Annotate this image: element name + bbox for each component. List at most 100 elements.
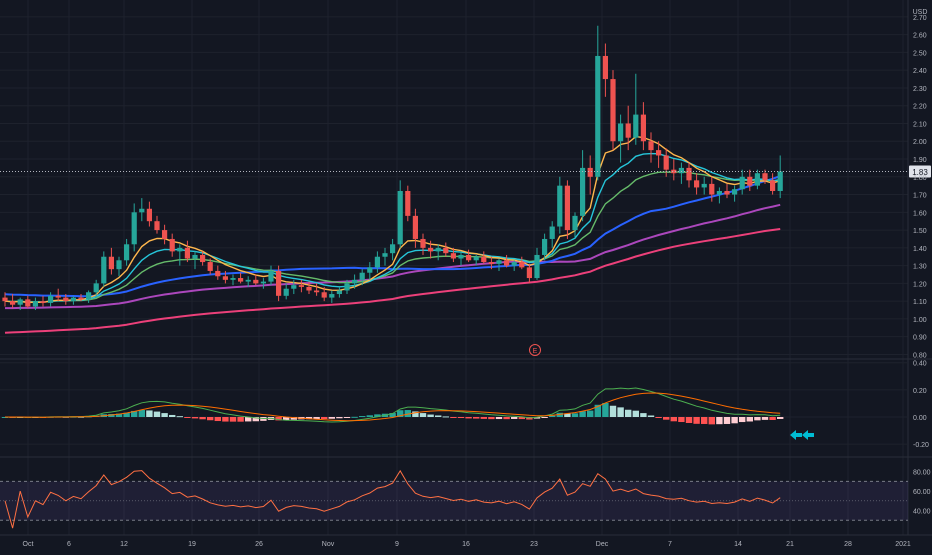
macd-histogram-bar [123, 412, 130, 417]
candle-body [306, 286, 312, 291]
earnings-marker-circle[interactable] [529, 344, 541, 356]
candle-body [321, 292, 327, 298]
macd-tick-label: -0.20 [913, 442, 929, 449]
candle-body [124, 244, 130, 261]
macd-histogram-bar [305, 417, 313, 420]
candle-body [40, 301, 46, 303]
candle-body [344, 283, 350, 291]
candle-body [625, 123, 631, 138]
price-tick-label: 0.90 [913, 335, 927, 342]
time-tick-label: 6 [67, 541, 71, 548]
candle-body [70, 297, 76, 302]
macd-histogram-bar [419, 413, 427, 417]
candle-body [428, 247, 434, 252]
macd-histogram-bar [115, 413, 123, 417]
candle-body [458, 254, 464, 259]
price-tick-label: 2.30 [913, 86, 927, 93]
candle-body [32, 301, 38, 307]
macd-tick-label: 0.20 [913, 388, 927, 395]
price-tick-label: 1.20 [913, 281, 927, 288]
macd-histogram-bar [465, 417, 472, 419]
macd-histogram-bar [731, 417, 738, 424]
candle-body [169, 238, 175, 252]
candle-body [420, 238, 426, 248]
time-tick-label: 9 [395, 541, 399, 548]
macd-histogram-bar [199, 417, 206, 420]
price-tick-label: 2.10 [913, 121, 927, 128]
macd-signal-line [5, 392, 781, 422]
macd-histogram-bar [473, 417, 480, 419]
candle-body [488, 262, 494, 264]
last-price-tag [909, 165, 931, 178]
macd-histogram-bar [359, 416, 366, 418]
time-tick-label: 12 [120, 541, 128, 548]
macd-histogram-bar [328, 417, 335, 419]
rsi-tick-label: 80.00 [913, 470, 931, 477]
candle-body [412, 215, 418, 239]
macd-histogram-bar [495, 417, 503, 420]
macd-histogram-bar [746, 417, 753, 422]
candle-body [2, 297, 8, 302]
macd-histogram-bar [442, 416, 449, 418]
candle-body [245, 279, 251, 282]
macd-histogram-bar [693, 417, 700, 424]
candle-body [139, 208, 145, 213]
price-tick-label: 1.10 [913, 299, 927, 306]
candle-body [55, 295, 61, 298]
rsi-tick-label: 60.00 [913, 489, 931, 496]
macd-histogram-bar [647, 415, 655, 417]
macd-histogram-bar [777, 417, 784, 419]
macd-histogram-bar [457, 417, 465, 418]
candle-body [443, 247, 449, 254]
candle-body [93, 283, 99, 293]
macd-histogram-bar [397, 410, 404, 417]
price-tick-label: 2.40 [913, 68, 927, 75]
candle-body [511, 262, 517, 266]
candle-body [78, 297, 84, 300]
candle-body [602, 55, 608, 80]
candle-body [25, 299, 31, 307]
rsi-tick-label: 40.00 [913, 509, 931, 516]
macd-histogram-bar [594, 404, 601, 417]
macd-histogram-bar [366, 415, 373, 417]
candle-body [587, 167, 593, 177]
candle-body [770, 180, 776, 191]
candle-body [572, 215, 578, 231]
macd-histogram-bar [670, 417, 677, 422]
macd-histogram-bar [503, 417, 510, 420]
ma-line-ema-21 [4, 171, 781, 303]
macd-histogram-bar [655, 417, 662, 418]
time-tick-label: 16 [462, 541, 470, 548]
macd-histogram-bar [229, 417, 237, 422]
macd-histogram-bar [184, 417, 191, 418]
candle-body [526, 267, 532, 279]
candle-body [724, 190, 730, 195]
macd-histogram-bar [739, 417, 746, 423]
macd-tick-label: 0.00 [913, 415, 927, 422]
macd-histogram-bar [131, 410, 138, 417]
time-tick-label: 28 [844, 541, 852, 548]
candle-body [435, 247, 441, 252]
cyan-arrow-icon [790, 430, 802, 440]
time-tick-label: Oct [23, 541, 34, 548]
price-tick-label: 1.80 [913, 175, 927, 182]
candle-body [17, 299, 23, 305]
time-tick-label: 26 [255, 541, 263, 548]
candle-body [739, 176, 745, 190]
macd-histogram-bar [412, 411, 419, 417]
candle-body [222, 276, 228, 280]
candle-body [268, 270, 274, 282]
candle-body [192, 254, 198, 259]
candle-body [154, 221, 160, 231]
candle-body [10, 301, 16, 305]
candle-body [116, 260, 122, 270]
candle-body [648, 141, 654, 151]
ma-line-sma-89 [4, 228, 781, 334]
candle-body [86, 292, 92, 300]
macd-histogram-bar [191, 417, 199, 419]
earnings-marker[interactable]: E [529, 344, 541, 356]
ma-line-sma-55 [5, 203, 781, 310]
macd-histogram-bar [625, 409, 632, 417]
